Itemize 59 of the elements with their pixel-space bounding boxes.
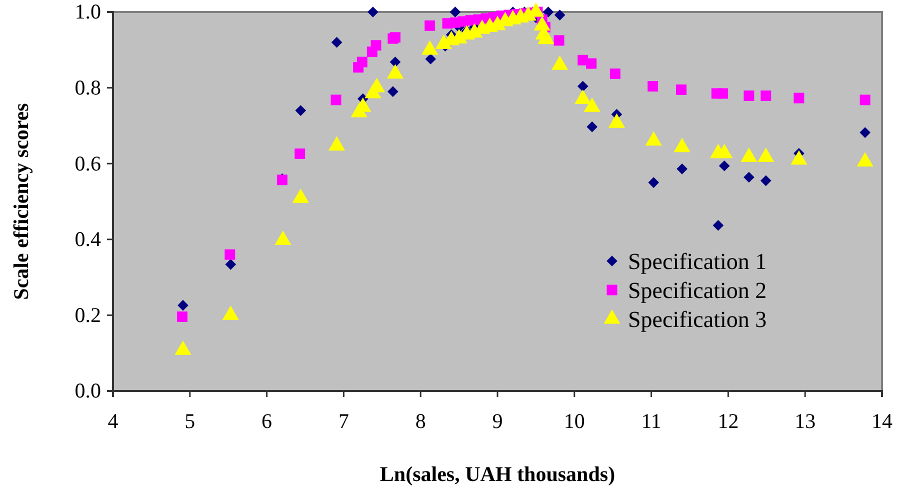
point — [586, 121, 598, 132]
point — [794, 92, 804, 104]
y-tick-label: 0.0 — [74, 378, 101, 403]
y-tick-label: 0.6 — [74, 151, 101, 176]
y-tick-label: 0.4 — [74, 227, 102, 252]
x-axis-title: Ln(sales, UAH thousands) — [380, 462, 616, 486]
point — [331, 36, 342, 48]
point — [586, 58, 597, 69]
y-tick-label: 1.0 — [74, 0, 101, 24]
x-tick-label: 14 — [872, 408, 893, 433]
point — [224, 249, 236, 260]
point — [370, 40, 382, 51]
point — [648, 81, 658, 92]
point — [577, 80, 588, 92]
x-tick-label: 9 — [492, 408, 503, 433]
point — [554, 35, 564, 46]
point — [295, 105, 306, 116]
legend-label: Specification 1 — [628, 249, 767, 274]
x-tick-label: 11 — [641, 408, 662, 433]
x-tick-label: 8 — [415, 408, 426, 433]
point — [744, 90, 754, 102]
point — [860, 127, 871, 138]
point — [760, 90, 772, 102]
point — [610, 68, 620, 80]
x-tick-label: 5 — [184, 408, 196, 433]
y-axis-title: Scale efficiency scores — [9, 103, 33, 300]
point — [744, 172, 754, 183]
point — [718, 160, 730, 172]
point — [356, 56, 368, 68]
x-tick-label: 10 — [564, 408, 585, 433]
point — [712, 220, 724, 231]
point — [176, 311, 188, 322]
point — [178, 300, 188, 311]
y-tick-label: 0.2 — [74, 302, 101, 327]
point — [718, 88, 728, 99]
point — [294, 148, 306, 159]
point — [368, 6, 378, 18]
point — [542, 6, 554, 18]
point — [676, 163, 688, 174]
point — [330, 94, 342, 106]
point — [424, 20, 436, 31]
point — [450, 6, 461, 18]
x-tick-label: 6 — [262, 408, 272, 433]
x-tick-label: 4 — [108, 408, 119, 433]
y-tick-label: 0.8 — [74, 76, 101, 100]
point — [676, 84, 687, 95]
x-tick-label: 13 — [794, 408, 816, 433]
point — [425, 54, 436, 64]
point — [760, 175, 772, 186]
legend-label: Specification 2 — [628, 278, 767, 303]
x-tick-label: 7 — [338, 408, 349, 433]
point — [390, 56, 401, 68]
point — [554, 10, 566, 20]
point — [648, 177, 660, 188]
point — [860, 94, 870, 106]
point — [387, 86, 398, 98]
point — [225, 258, 236, 270]
legend-label: Specification 3 — [628, 307, 767, 332]
x-tick-label: 12 — [718, 408, 739, 433]
